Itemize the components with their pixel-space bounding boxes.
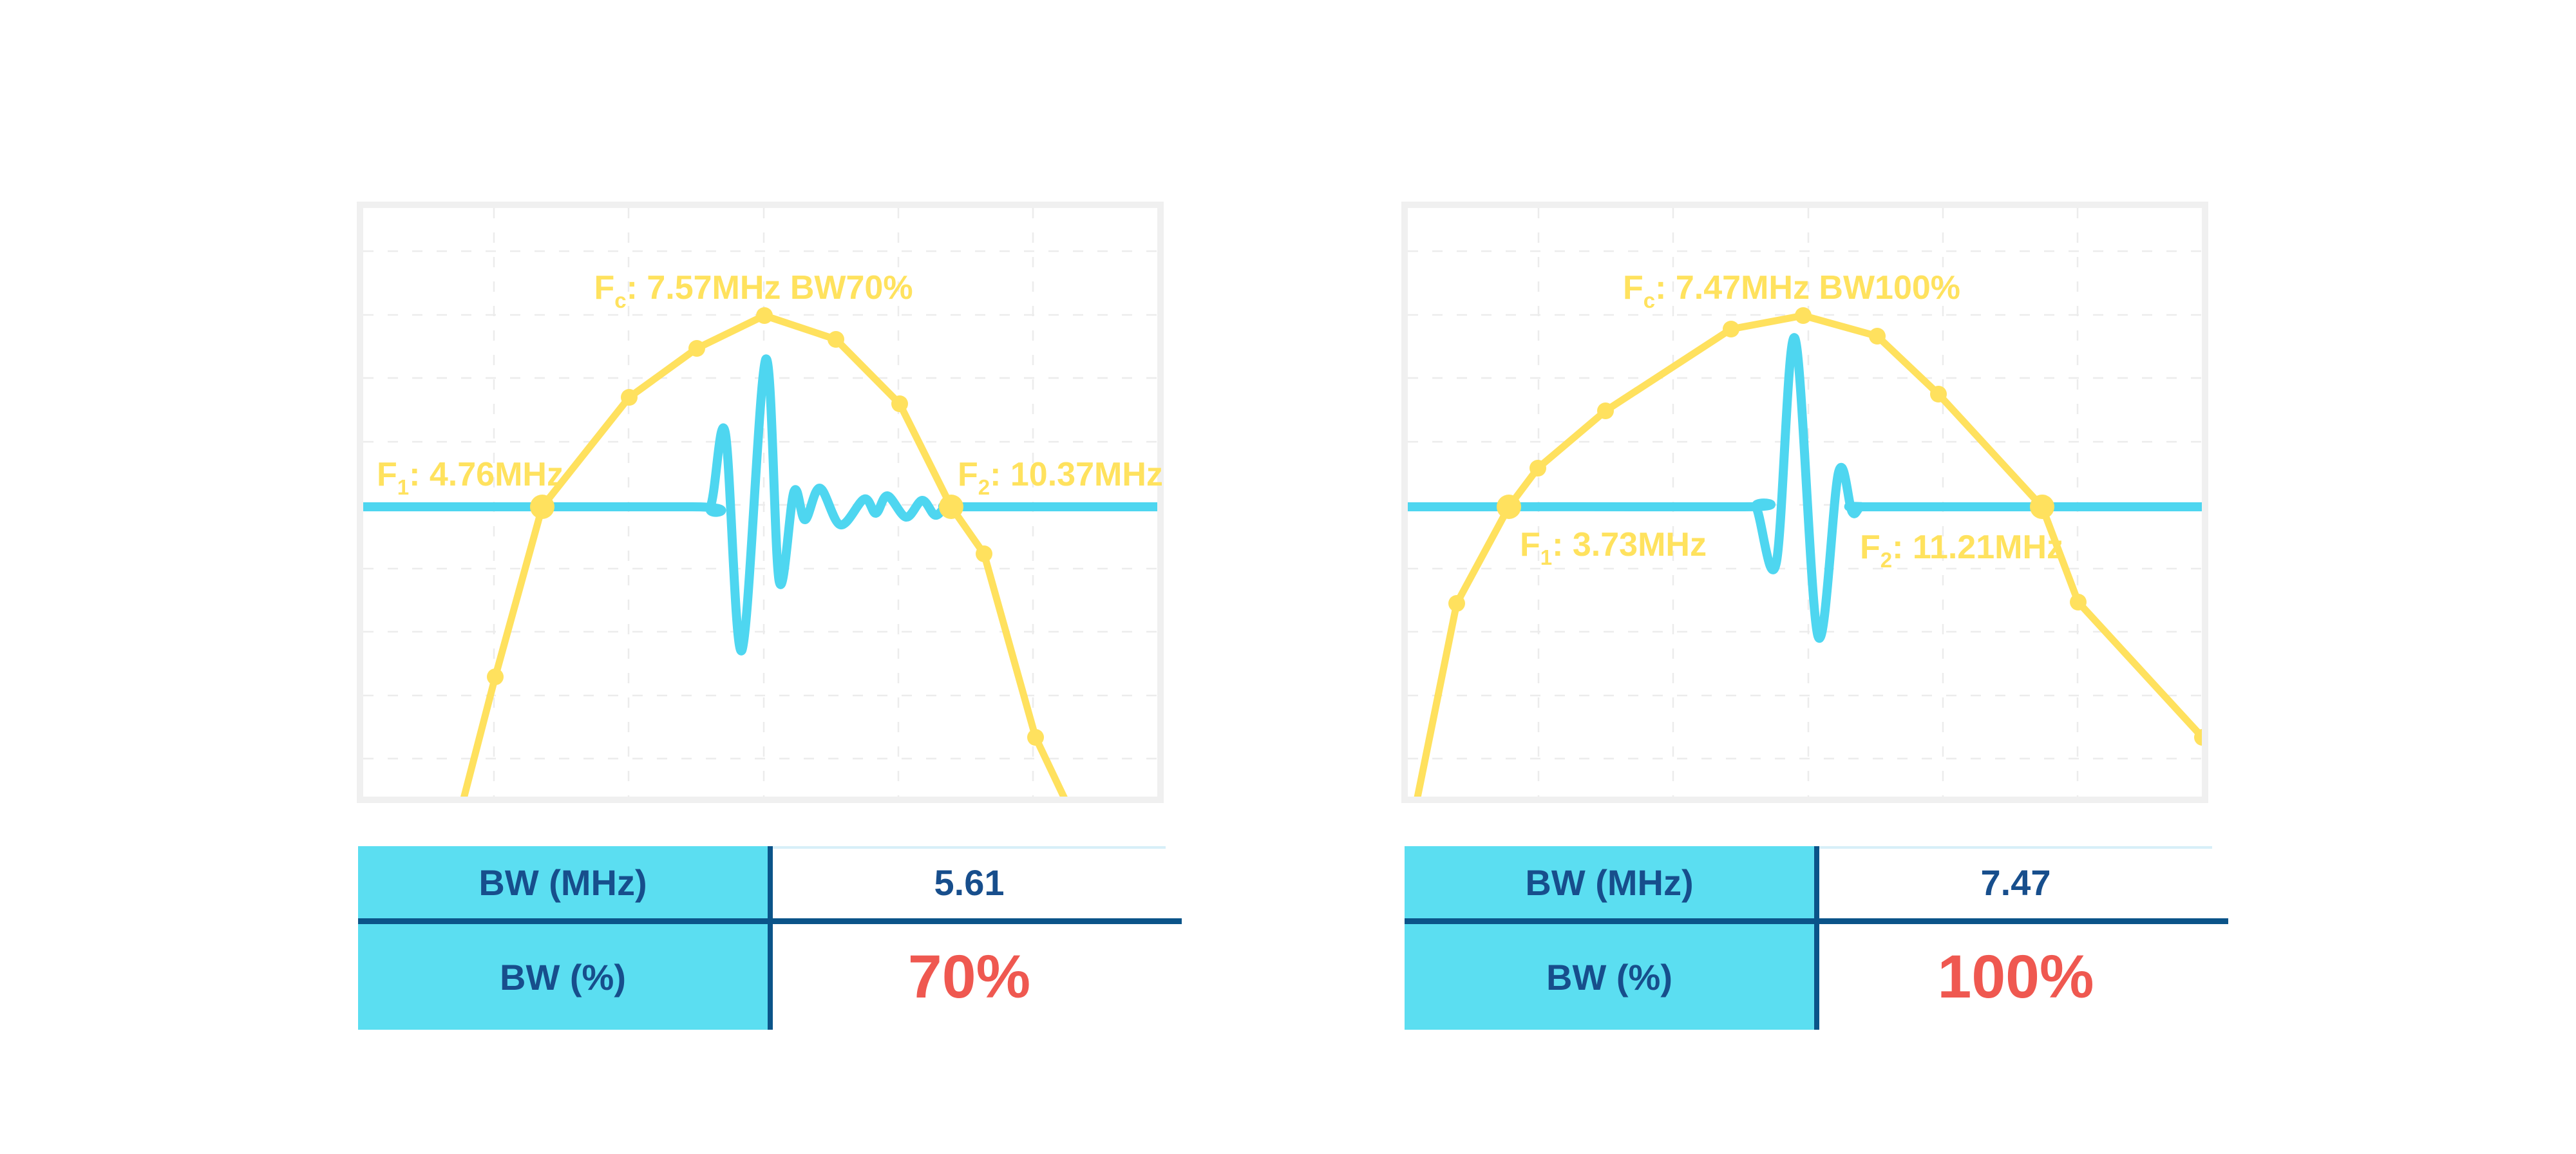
- fc-symbol: F: [1622, 269, 1643, 307]
- f1-subscript: 1: [397, 475, 410, 499]
- table-top-line: [1814, 846, 2212, 849]
- bw-mhz-label: BW (MHz): [478, 862, 647, 903]
- f2-value-text: : 11.21MHz: [1892, 529, 2064, 566]
- fc-value-text: : 7.47MHz BW100%: [1655, 269, 1961, 307]
- bw-percent-label: BW (%): [500, 956, 626, 998]
- bandwidth-table-right: BW (MHz) 7.47 BW (%) 100%: [1405, 846, 2228, 1030]
- f1-subscript: 1: [1540, 545, 1553, 569]
- bw-mhz-label-cell: BW (MHz): [1405, 846, 1814, 918]
- fc-symbol: F: [594, 269, 615, 307]
- column-divider-line: [768, 846, 773, 1030]
- f2-symbol: F: [958, 456, 978, 493]
- f2-subscript: 2: [978, 475, 990, 499]
- f2-value-text: : 10.37MHz: [990, 456, 1163, 493]
- bw-percent-label-cell: BW (%): [358, 924, 768, 1030]
- bw-mhz-value-cell: 5.61: [773, 846, 1166, 918]
- f2-symbol: F: [1860, 529, 1880, 566]
- bw-percent-value-cell: 70%: [773, 924, 1166, 1030]
- f1-value-text: : 4.76MHz: [409, 456, 564, 493]
- table-label-column-background: [1405, 846, 1814, 1030]
- f1-symbol: F: [1520, 526, 1540, 563]
- fc-subscript: c: [1643, 288, 1656, 312]
- bw-mhz-value: 7.47: [1980, 862, 2051, 903]
- fc-subscript: c: [614, 288, 627, 312]
- fc-value-text: : 7.57MHz BW70%: [626, 269, 913, 307]
- bw-percent-value-cell: 100%: [1819, 924, 2212, 1030]
- bw-mhz-label: BW (MHz): [1525, 862, 1694, 903]
- bw-percent-value: 100%: [1937, 942, 2094, 1011]
- bw-percent-label-cell: BW (%): [1405, 924, 1814, 1030]
- spectrum-chart-right-canvas: [1401, 202, 2208, 803]
- f1-annotation-right: F1: 3.73MHz: [1520, 528, 1707, 574]
- bandwidth-table-left: BW (MHz) 5.61 BW (%) 70%: [358, 846, 1182, 1030]
- fc-annotation-left: Fc: 7.57MHz BW70%: [594, 271, 913, 317]
- f1-value-text: : 3.73MHz: [1552, 526, 1707, 563]
- bw-percent-value: 70%: [907, 942, 1031, 1011]
- f2-annotation-right: F2: 11.21MHz: [1860, 531, 2063, 577]
- f1-symbol: F: [377, 456, 397, 493]
- table-top-line: [768, 846, 1166, 849]
- spectrum-chart-left-canvas: [357, 202, 1164, 803]
- f2-subscript: 2: [1880, 548, 1893, 572]
- column-divider-line: [1814, 846, 1819, 1030]
- f1-annotation-left: F1: 4.76MHz: [377, 458, 564, 504]
- fc-annotation-right: Fc: 7.47MHz BW100%: [1623, 271, 1960, 317]
- table-label-column-background: [358, 846, 768, 1030]
- f2-annotation-left: F2: 10.37MHz: [958, 458, 1163, 504]
- bw-mhz-value: 5.61: [934, 862, 1005, 903]
- bw-mhz-value-cell: 7.47: [1819, 846, 2212, 918]
- bw-mhz-label-cell: BW (MHz): [358, 846, 768, 918]
- bw-percent-label: BW (%): [1546, 956, 1672, 998]
